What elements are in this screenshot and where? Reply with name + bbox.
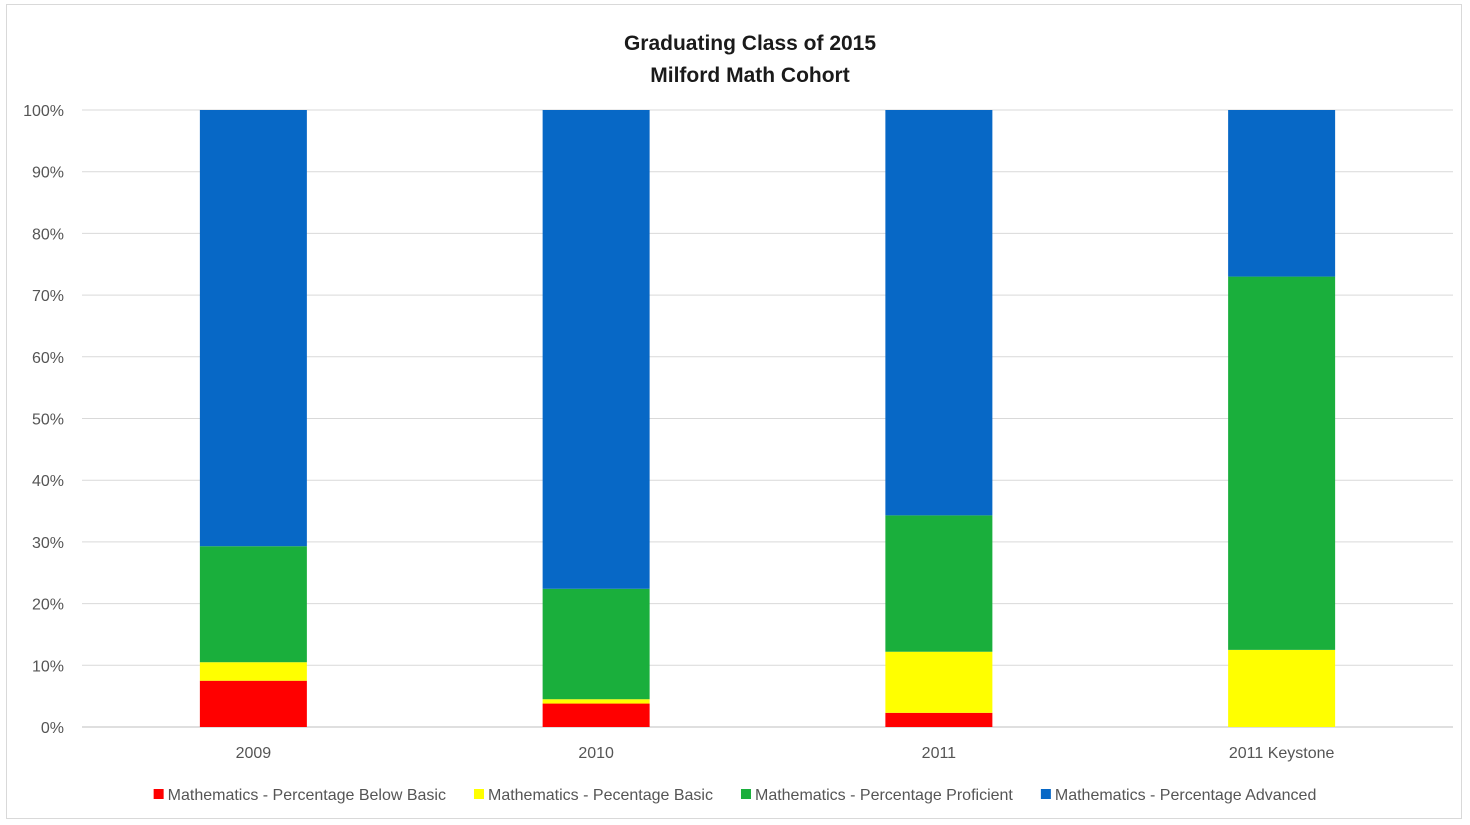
x-tick-label: 2011 Keystone xyxy=(1229,745,1335,762)
legend-label: Mathematics - Percentage Below Basic xyxy=(168,787,446,804)
legend-item: Mathematics - Percentage Proficient xyxy=(740,787,1013,804)
legend-item: Mathematics - Pecentage Basic xyxy=(473,787,713,804)
x-tick-label: 2011 xyxy=(922,745,957,762)
x-tick-label: 2009 xyxy=(236,745,272,762)
y-tick-label: 60% xyxy=(32,350,64,367)
legend-label: Mathematics - Percentage Advanced xyxy=(1055,787,1316,804)
bar-segment xyxy=(542,588,650,700)
y-tick-label: 20% xyxy=(32,597,64,614)
y-tick-label: 0% xyxy=(41,720,64,737)
y-tick-label: 100% xyxy=(23,103,64,120)
legend-label: Mathematics - Percentage Proficient xyxy=(755,787,1013,804)
bar-segment xyxy=(199,662,307,681)
legend: Mathematics - Percentage Below Basic Math… xyxy=(153,787,1316,804)
bars xyxy=(199,110,1336,727)
y-tick-label: 50% xyxy=(32,412,64,429)
chart-title: Graduating Class of 2015 xyxy=(624,32,876,55)
gridlines xyxy=(82,109,1453,728)
bar-segment xyxy=(885,110,993,516)
legend-swatch xyxy=(740,789,751,799)
bar-segment xyxy=(542,699,650,704)
y-tick-label: 90% xyxy=(32,165,64,182)
y-tick-label: 40% xyxy=(32,473,64,490)
y-tick-label: 80% xyxy=(32,226,64,243)
bar-segment xyxy=(885,712,993,727)
legend-item: Mathematics - Percentage Advanced xyxy=(1040,787,1316,804)
bar-segment xyxy=(1228,649,1336,727)
x-tick-label: 2010 xyxy=(578,745,614,762)
bar-segment xyxy=(1228,110,1336,277)
bar-segment xyxy=(199,680,307,727)
bar-segment xyxy=(542,110,650,589)
bar-segment xyxy=(199,546,307,663)
x-axis-ticks: 2009 2010 2011 2011 Keystone xyxy=(236,745,1335,762)
legend-label: Mathematics - Pecentage Basic xyxy=(488,787,713,804)
bar-segment xyxy=(1228,276,1336,650)
y-tick-label: 70% xyxy=(32,288,64,305)
bar-segment xyxy=(885,651,993,713)
legend-swatch xyxy=(473,789,484,799)
legend-swatch xyxy=(153,789,164,799)
legend-swatch xyxy=(1040,789,1051,799)
bar-segment xyxy=(542,703,650,727)
y-tick-label: 10% xyxy=(32,658,64,675)
y-tick-label: 30% xyxy=(32,535,64,552)
bar-segment xyxy=(885,515,993,652)
bar-segment xyxy=(199,110,307,547)
y-axis-ticks: 0% 10% 20% 30% 40% 50% 60% 70% 80% 90% 100% xyxy=(23,103,64,737)
chart-subtitle: Milford Math Cohort xyxy=(650,64,849,87)
legend-item: Mathematics - Percentage Below Basic xyxy=(153,787,446,804)
